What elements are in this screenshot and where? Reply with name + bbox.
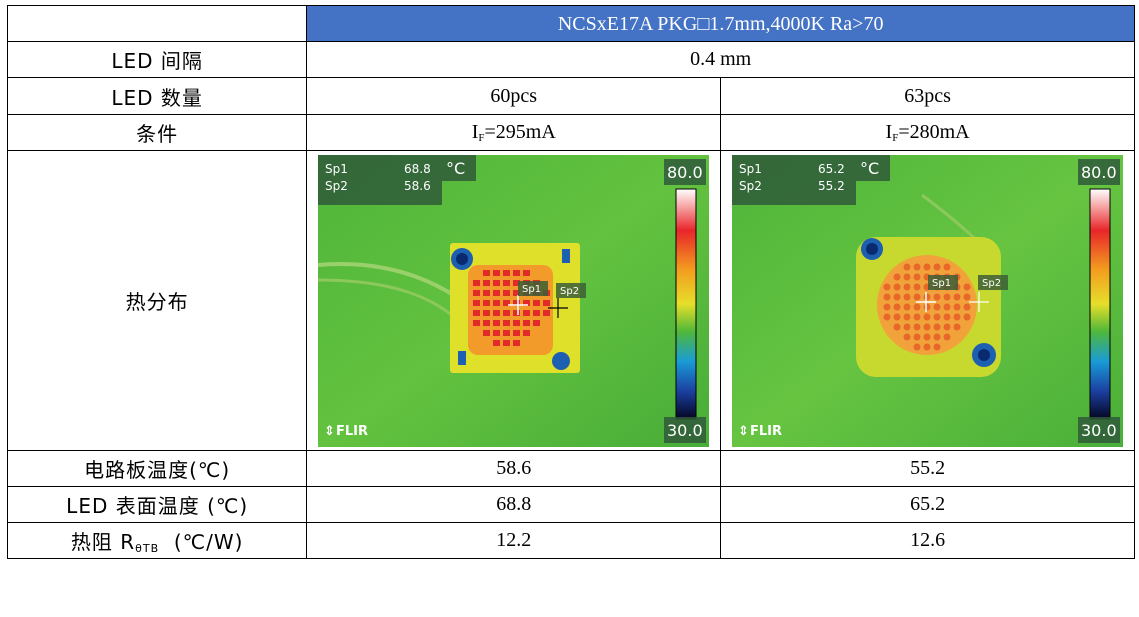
- board-temp-b: 55.2: [720, 450, 1135, 487]
- crosshair-sp2-b: [969, 291, 990, 312]
- screw-hole-b1-inner: [866, 242, 879, 255]
- resistance-label: 热阻 RθTB (℃/W): [6, 522, 308, 559]
- header-row: NCSxE17A PKG□1.7mm,4000K Ra>70: [6, 5, 1135, 42]
- screw-hole-a1-inner: [456, 252, 469, 265]
- scale-max-a: 80.0: [667, 163, 703, 182]
- crosshair-sp1-b: [916, 291, 937, 312]
- spacing-value: 0.4 mm: [306, 41, 1135, 78]
- flir-brand-b: FLIR: [750, 424, 782, 439]
- unit-box-a: [442, 154, 477, 181]
- condition-label: 条件: [6, 114, 308, 151]
- scale-min-b: 30.0: [1081, 421, 1117, 440]
- color-scale-a: [675, 188, 697, 419]
- board-notch-a2: [458, 350, 467, 365]
- thermal-cell-a: Sp1 Sp2 Sp1 68.8 Sp2 58.6 °C 80.0 30.0 ⇕: [306, 150, 722, 451]
- readout-box-a: [318, 154, 443, 205]
- surface-temp-label: LED 表面温度 (℃): [6, 486, 308, 523]
- current-subscript-a: F: [478, 132, 485, 144]
- sp2-tag-a: Sp2: [560, 286, 579, 297]
- sp2-tag-bg-b: [978, 274, 1009, 290]
- scale-min-a: 30.0: [667, 421, 703, 440]
- thermal-label: 热分布: [6, 150, 308, 451]
- sp1-tag-b: Sp1: [932, 278, 951, 289]
- current-symbol-a: I: [471, 121, 479, 143]
- readout-box-b: [732, 154, 857, 205]
- spacing-row: LED 间隔 0.4 mm: [6, 41, 1135, 78]
- led-array-a: [468, 264, 554, 355]
- current-value-b: =280mA: [898, 121, 970, 143]
- resistance-label-prefix: 热阻 R: [70, 530, 136, 554]
- unit-box-b: [856, 154, 891, 181]
- crosshair-sp2-a: [548, 297, 569, 318]
- board-notch-a1: [562, 248, 571, 263]
- spec-table: NCSxE17A PKG□1.7mm,4000K Ra>70 LED 间隔 0.…: [6, 5, 1135, 559]
- count-row: LED 数量 60pcs 63pcs: [6, 77, 1135, 115]
- thermal-cell-b: Sp1 Sp2 Sp1 65.2 Sp2 55.2 °C 80.0 30.0 ⇕: [720, 150, 1135, 451]
- board-temp-label: 电路板温度(℃): [6, 450, 308, 487]
- readout-sp2-label-a: Sp2: [325, 179, 348, 193]
- board-temp-a: 58.6: [306, 450, 722, 487]
- sp1-tag-bg-a: [518, 280, 549, 296]
- resistance-label-suffix: (℃/W): [159, 530, 244, 554]
- condition-value-b: IF=280mA: [720, 114, 1135, 151]
- resistance-a: 12.2: [306, 522, 722, 559]
- readout-sp1-value-a: 68.8: [404, 162, 431, 176]
- count-label: LED 数量: [6, 77, 308, 115]
- count-value-a: 60pcs: [306, 77, 722, 115]
- count-value-b: 63pcs: [720, 77, 1135, 115]
- thermal-image-a-svg: Sp1 Sp2 Sp1 68.8 Sp2 58.6 °C 80.0 30.0 ⇕: [318, 154, 710, 447]
- scale-min-box-a: [664, 416, 707, 443]
- flir-logo-a: ⇕: [324, 424, 335, 439]
- thermal-image-b: Sp1 Sp2 Sp1 65.2 Sp2 55.2 °C 80.0 30.0 ⇕: [732, 154, 1124, 447]
- screw-hole-a2: [552, 351, 571, 370]
- scale-max-b: 80.0: [1081, 163, 1117, 182]
- surface-temp-a: 68.8: [306, 486, 722, 523]
- resistance-b: 12.6: [720, 522, 1135, 559]
- surface-temp-b: 65.2: [720, 486, 1135, 523]
- sp2-tag-b: Sp2: [982, 278, 1001, 289]
- thermal-image-a: Sp1 Sp2 Sp1 68.8 Sp2 58.6 °C 80.0 30.0 ⇕: [318, 154, 710, 447]
- surface-temp-row: LED 表面温度 (℃) 68.8 65.2: [6, 486, 1135, 523]
- condition-value-a: IF=295mA: [306, 114, 722, 151]
- spacing-label: LED 间隔: [6, 41, 308, 78]
- thermal-image-b-svg: Sp1 Sp2 Sp1 65.2 Sp2 55.2 °C 80.0 30.0 ⇕: [732, 154, 1124, 447]
- scale-max-box-b: [1078, 158, 1121, 185]
- product-title: NCSxE17A PKG□1.7mm,4000K Ra>70: [557, 13, 884, 35]
- header-title-cell: NCSxE17A PKG□1.7mm,4000K Ra>70: [306, 5, 1135, 42]
- board-temp-row: 电路板温度(℃) 58.6 55.2: [6, 450, 1135, 487]
- current-symbol-b: I: [885, 121, 893, 143]
- sp1-tag-bg-b: [928, 274, 959, 290]
- scale-max-box-a: [664, 158, 707, 185]
- unit-label-b: °C: [860, 159, 879, 178]
- thermal-row: 热分布: [6, 150, 1135, 451]
- readout-sp1-label-a: Sp1: [325, 162, 348, 176]
- sp1-tag-a: Sp1: [522, 284, 541, 295]
- resistance-row: 热阻 RθTB (℃/W) 12.2 12.6: [6, 522, 1135, 559]
- flir-brand-a: FLIR: [336, 424, 368, 439]
- unit-label-a: °C: [446, 159, 465, 178]
- current-value-a: =295mA: [484, 121, 556, 143]
- readout-sp2-value-a: 58.6: [404, 179, 431, 193]
- readout-sp1-label-b: Sp1: [739, 162, 762, 176]
- readout-sp1-value-b: 65.2: [818, 162, 845, 176]
- readout-sp2-value-b: 55.2: [818, 179, 845, 193]
- crosshair-sp1-a: [508, 294, 529, 315]
- color-scale-b: [1089, 188, 1111, 419]
- current-subscript-b: F: [892, 132, 899, 144]
- condition-row: 条件 IF=295mA IF=280mA: [6, 114, 1135, 151]
- scale-min-box-b: [1078, 416, 1121, 443]
- header-empty-cell: [6, 5, 308, 42]
- sp2-tag-bg-a: [556, 282, 587, 298]
- resistance-label-sub: θTB: [135, 542, 160, 555]
- readout-sp2-label-b: Sp2: [739, 179, 762, 193]
- screw-hole-b2-inner: [978, 348, 991, 361]
- flir-logo-b: ⇕: [738, 424, 749, 439]
